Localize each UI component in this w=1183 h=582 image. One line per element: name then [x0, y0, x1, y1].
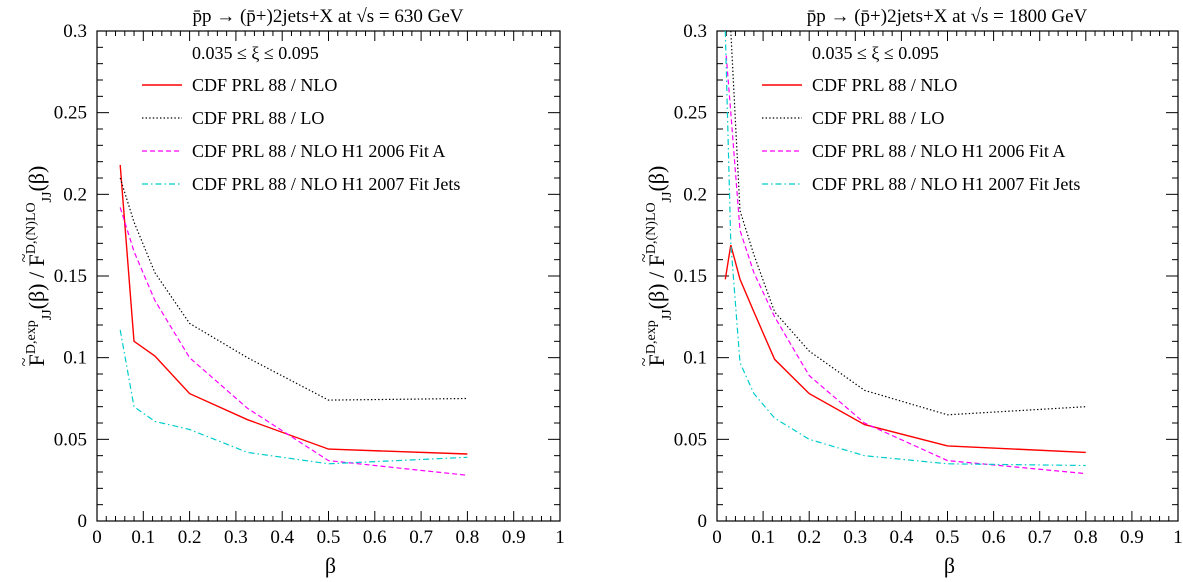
y-tick-label: 0.2: [63, 184, 87, 205]
series-line-3: [725, 55, 1086, 475]
series-line-2: [730, 31, 1086, 416]
series-line-4: [119, 329, 468, 465]
x-tick-label: 0: [92, 527, 102, 548]
chart-panel-1: 0 0.1 0.2 0.3 0.4 0.5 0.6 0.7 0.8 0.9 1 0 0.05 0.1 0.1…: [16, 6, 565, 578]
x-tick-label: 0.3: [224, 527, 248, 548]
y-axis-label: FD,expJJ(β) / FD,(N)LOJJ(β): [644, 166, 675, 367]
series-line-2: [119, 177, 468, 401]
x-tick-label: 0.5: [936, 527, 960, 548]
xi-range-annotation: 0.035 ≤ ξ ≤ 0.095: [812, 43, 939, 63]
x-tick-label: 0.9: [1120, 527, 1144, 548]
series-line-1: [724, 244, 1086, 454]
series-layer: [724, 31, 1086, 475]
y-tick-label: 0: [698, 511, 708, 532]
plot-frame: [716, 30, 1179, 522]
x-tick-label: 0.7: [1028, 527, 1052, 548]
legend-label-1: CDF PRL 88 / NLO: [812, 75, 957, 95]
x-tick-label: 0.2: [797, 527, 821, 548]
series-layer: [119, 164, 468, 476]
series-line-4: [724, 31, 1086, 467]
chart-panel-2: 0 0.1 0.2 0.3 0.4 0.5 0.6 0.7 0.8 0.9 1 0 0.05 0.1 0.1…: [636, 6, 1183, 578]
y-tick-label: 0: [78, 511, 88, 532]
x-tick-label: 0.2: [178, 527, 202, 548]
y-tick-label: 0.3: [63, 21, 87, 42]
legend-label-1: CDF PRL 88 / NLO: [192, 75, 337, 95]
y-tick-label: 0.25: [54, 103, 87, 124]
legend-label-4: CDF PRL 88 / NLO H1 2007 Fit Jets: [812, 174, 1080, 194]
x-axis-label: β: [944, 553, 955, 578]
tilde-mark: ~: [636, 253, 653, 262]
x-axis-label: β: [325, 553, 336, 578]
y-tick-label: 0.05: [674, 429, 707, 450]
x-tick-label: 0.6: [982, 527, 1006, 548]
x-tick-label: 0.6: [363, 527, 387, 548]
legend-label-2: CDF PRL 88 / LO: [812, 108, 944, 128]
legend-label-2: CDF PRL 88 / LO: [192, 108, 324, 128]
y-tick-label: 0.1: [63, 348, 87, 369]
x-tick-label: 1: [1173, 527, 1183, 548]
y-tick-label: 0.25: [674, 103, 707, 124]
tilde-mark: ~: [16, 253, 33, 262]
tilde-mark: ~: [636, 357, 653, 366]
x-tick-label: 0.3: [843, 527, 867, 548]
x-tick-label: 0.1: [131, 527, 155, 548]
xi-range-annotation: 0.035 ≤ ξ ≤ 0.095: [192, 43, 319, 63]
x-tick-label: 0.9: [502, 527, 526, 548]
chart-title: p̄p → (p̄+)2jets+X at √s = 1800 GeV: [807, 6, 1088, 27]
legend-label-3: CDF PRL 88 / NLO H1 2006 Fit A: [812, 141, 1065, 161]
x-tick-label: 1: [555, 527, 565, 548]
legend-label-3: CDF PRL 88 / NLO H1 2006 Fit A: [192, 141, 445, 161]
tilde-mark: ~: [16, 357, 33, 366]
y-tick-label: 0.2: [683, 184, 707, 205]
x-tick-label: 0.5: [317, 527, 341, 548]
x-tick-label: 0.4: [890, 527, 914, 548]
x-tick-label: 0.7: [409, 527, 433, 548]
series-line-1: [119, 164, 468, 455]
series-line-3: [119, 207, 468, 476]
legend-label-4: CDF PRL 88 / NLO H1 2007 Fit Jets: [192, 174, 460, 194]
y-axis-label: FD,expJJ(β) / FD,(N)LOJJ(β): [24, 166, 55, 367]
x-tick-label: 0.8: [1074, 527, 1098, 548]
y-tick-label: 0.15: [674, 266, 707, 287]
chart-title: p̄p → (p̄+)2jets+X at √s = 630 GeV: [192, 6, 463, 27]
y-tick-label: 0.3: [683, 21, 707, 42]
y-tick-label: 0.05: [54, 429, 87, 450]
y-tick-label: 0.15: [54, 266, 87, 287]
x-tick-label: 0: [712, 527, 722, 548]
plot-frame: [96, 30, 561, 522]
y-tick-label: 0.1: [683, 348, 707, 369]
x-tick-label: 0.1: [751, 527, 775, 548]
x-tick-label: 0.8: [456, 527, 480, 548]
x-tick-label: 0.4: [270, 527, 294, 548]
